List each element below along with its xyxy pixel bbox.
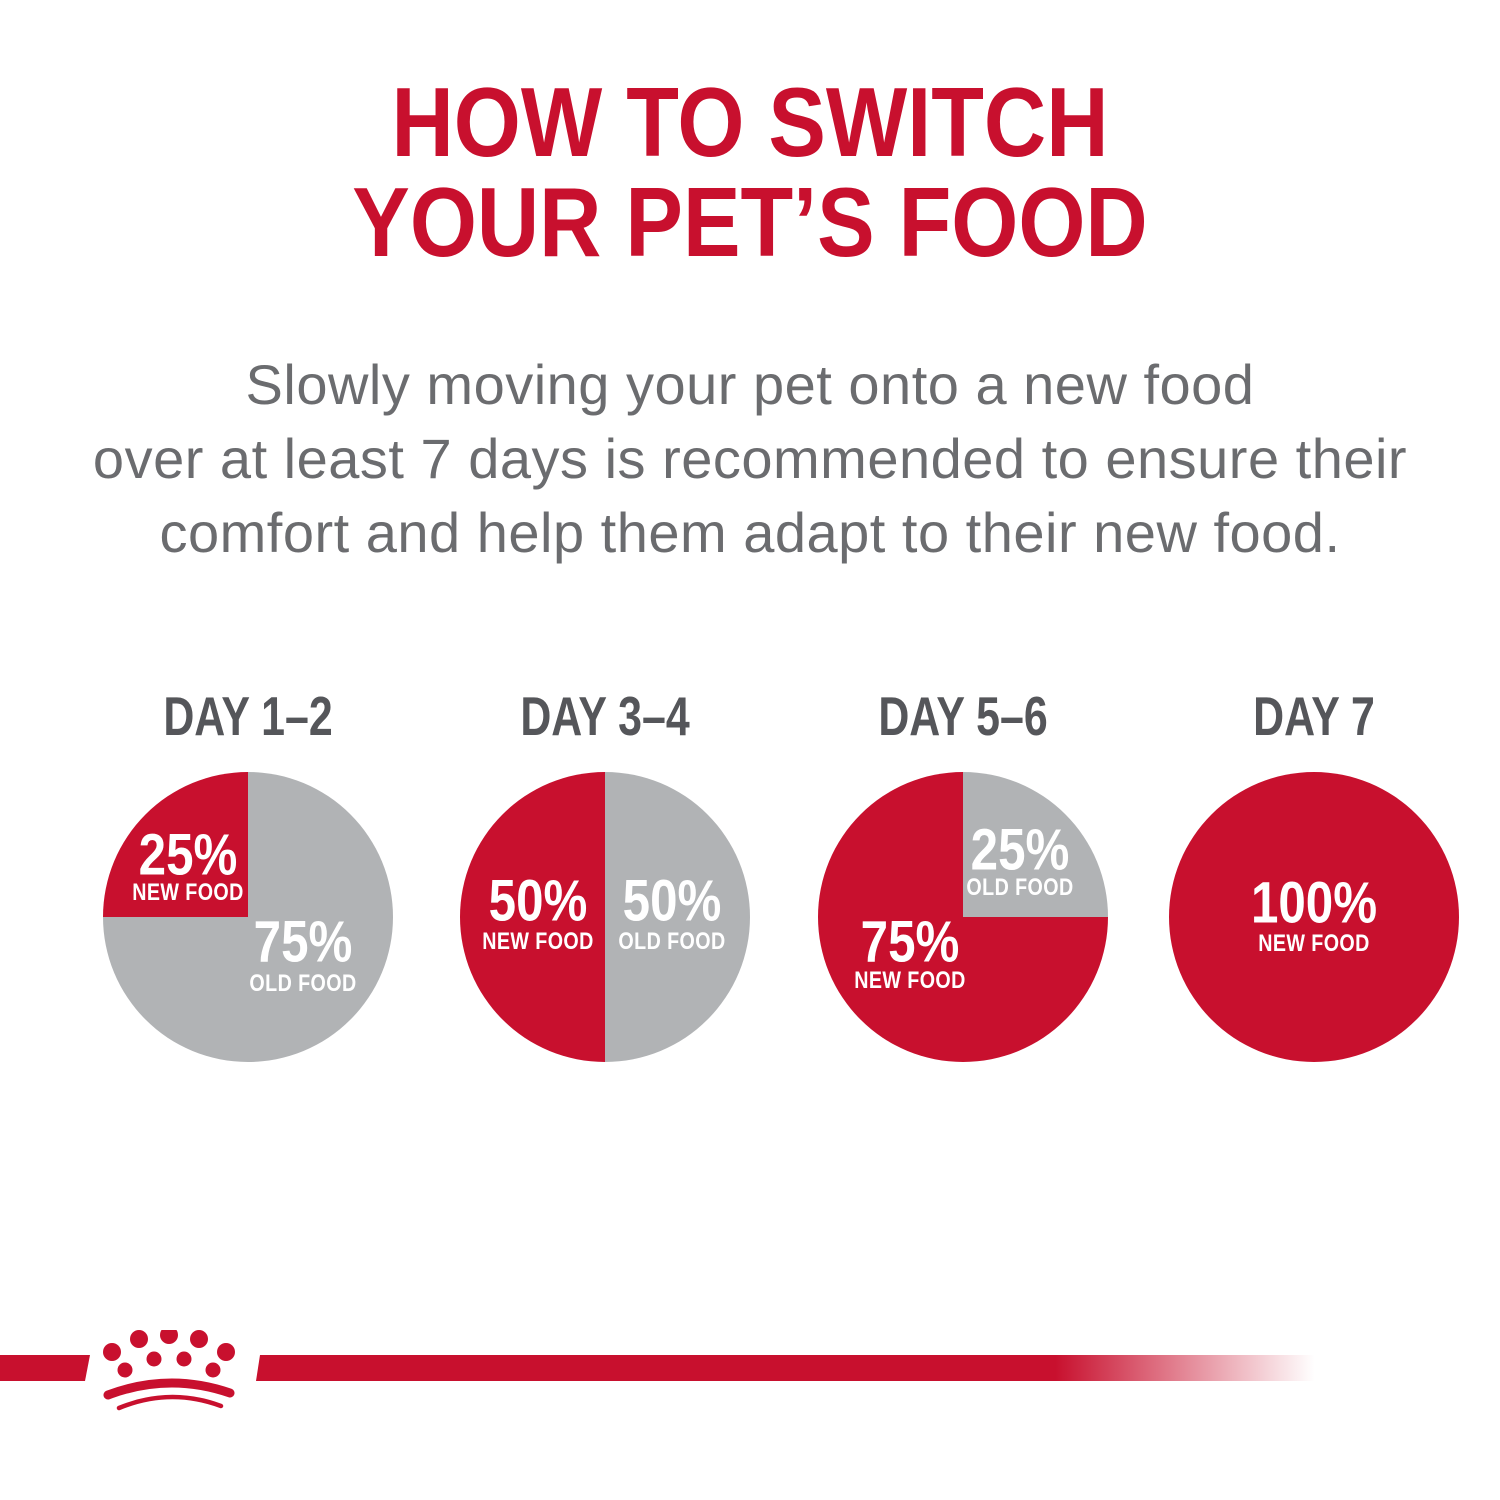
chart-title-day-5-6: DAY 5–6 (878, 685, 1048, 747)
slice-value-old-food: 75% (253, 909, 353, 975)
slice-label-old-food: OLD FOOD (618, 928, 726, 955)
chart-title-day-1-2: DAY 1–2 (163, 685, 333, 747)
subtitle: Slowly moving your pet onto a new food o… (0, 348, 1500, 570)
pie-day-3-4 (460, 772, 750, 1062)
pie-day-1-2 (103, 772, 393, 1062)
slice-label-old-food: OLD FOOD (966, 874, 1074, 901)
slice-value-new-food: 75% (860, 909, 960, 975)
pie-day-7 (1169, 772, 1459, 1062)
royal-canin-crown-icon (103, 1330, 235, 1411)
slice-label-new-food: NEW FOOD (482, 928, 594, 955)
brand-bar-right (256, 1355, 1336, 1381)
slice-value-new-food: 50% (488, 868, 588, 934)
slice-label-new-food: NEW FOOD (1258, 930, 1370, 957)
slice-value-old-food: 25% (970, 817, 1070, 883)
chart-title-day-7: DAY 7 (1253, 685, 1375, 747)
slice-label-new-food: NEW FOOD (854, 967, 966, 994)
subtitle-line-1: Slowly moving your pet onto a new food (245, 353, 1255, 416)
page-title-line-1: HOW TO SWITCH (391, 67, 1109, 177)
slice-value-old-food: 50% (622, 868, 722, 934)
slice-label-new-food: NEW FOOD (132, 879, 244, 906)
page-title: HOW TO SWITCH YOUR PET’S FOOD (0, 72, 1500, 272)
pie-day-5-6 (818, 772, 1108, 1062)
slice-value-new-food: 25% (138, 822, 238, 888)
slice-label-old-food: OLD FOOD (249, 970, 357, 997)
subtitle-line-3: comfort and help them adapt to their new… (159, 501, 1341, 564)
chart-title-day-3-4: DAY 3–4 (520, 685, 690, 747)
brand-bar-left (0, 1355, 90, 1381)
subtitle-line-2: over at least 7 days is recommended to e… (92, 427, 1408, 490)
slice-value-new-food: 100% (1250, 870, 1378, 936)
page-title-line-2: YOUR PET’S FOOD (352, 167, 1148, 277)
